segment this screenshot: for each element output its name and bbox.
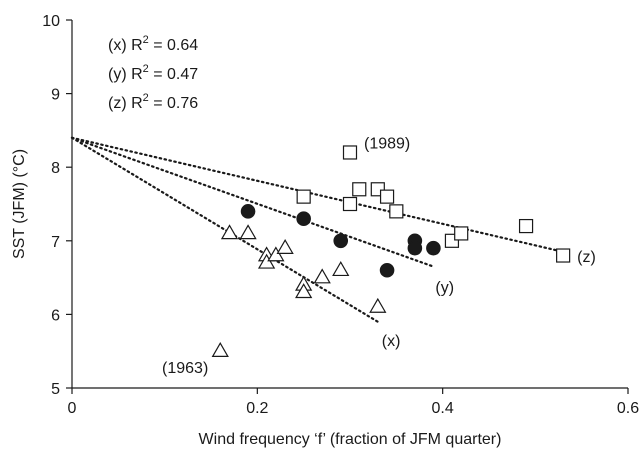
x-axis-title: Wind frequency ‘f’ (fraction of JFM quar… — [199, 431, 502, 448]
circle-point — [296, 211, 311, 227]
data-points — [211, 145, 571, 357]
fit-line-y — [70, 136, 435, 268]
y-tick-label: 6 — [51, 307, 60, 324]
triangle-point — [276, 238, 294, 254]
square-point — [296, 189, 311, 204]
year-annotation: (1989) — [364, 135, 410, 152]
circle-point — [240, 204, 256, 219]
square-point — [454, 226, 469, 241]
triangle-point — [257, 253, 276, 269]
legend-entry-x: (x) R2 = 0.64 — [108, 34, 198, 54]
y-tick-label: 7 — [51, 234, 60, 251]
y-tick-label: 9 — [51, 87, 60, 104]
triangle-point — [239, 224, 257, 240]
triangle-point — [211, 341, 229, 357]
square-point — [518, 218, 534, 234]
triangle-point — [295, 283, 313, 299]
x-tick-label: 0.2 — [246, 400, 268, 417]
fit-label: (y) — [435, 280, 454, 297]
fit-line-x — [70, 136, 379, 323]
y-tick-label: 10 — [42, 13, 60, 30]
legend-entry-y: (y) R2 = 0.47 — [108, 63, 198, 83]
axes — [71, 20, 628, 389]
square-point — [389, 204, 404, 219]
x-tick-label: 0.4 — [432, 400, 454, 417]
y-axis-title: SST (JFM) (°C) — [11, 149, 28, 259]
fit-label: (x) — [382, 333, 401, 350]
square-point — [379, 189, 395, 204]
annotation-labels: (1963) (1989) — [162, 135, 410, 377]
square-point — [342, 145, 358, 160]
y-tick-label: 8 — [51, 160, 60, 177]
x-tick-label: 0.6 — [617, 400, 639, 417]
triangle-point — [220, 224, 239, 240]
ticks: 0 0.2 0.4 0.6 5 6 7 8 9 10 — [42, 13, 639, 417]
legend: (x) R2 = 0.64 (y) R2 = 0.47 (z) R2 = 0.7… — [108, 34, 198, 112]
triangle-point — [313, 268, 331, 284]
circle-point — [407, 240, 423, 256]
triangle-point — [267, 246, 285, 262]
circle-point — [379, 262, 395, 278]
square-point — [352, 182, 367, 197]
circle-point — [426, 240, 441, 256]
y-tick-label: 5 — [51, 381, 60, 398]
circle-point — [333, 233, 349, 249]
fit-line-z — [70, 136, 565, 253]
x-tick-label: 0 — [68, 400, 77, 417]
triangle-point — [332, 261, 350, 277]
fit-lines: (x) (y) (z) — [70, 136, 596, 350]
square-point — [556, 248, 571, 263]
year-annotation: (1963) — [162, 360, 208, 377]
legend-entry-z: (z) R2 = 0.76 — [108, 92, 198, 112]
triangle-point — [369, 297, 387, 313]
square-point — [342, 196, 358, 212]
fit-label: (z) — [577, 249, 596, 266]
